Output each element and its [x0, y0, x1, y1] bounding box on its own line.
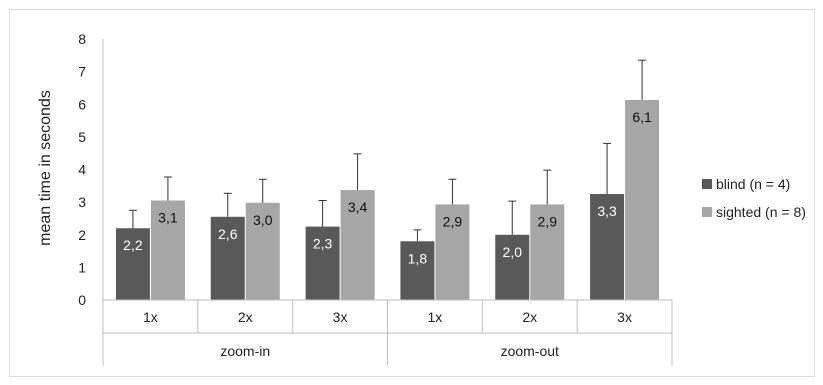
data-label: 3,4 — [348, 199, 368, 215]
bar — [115, 228, 150, 300]
x-category-label: 3x — [617, 309, 632, 325]
x-axis-categories: 1x 2x 3x 1x 2x 3x zoom-in zoom-out — [143, 309, 632, 359]
data-label: 2,0 — [503, 244, 523, 260]
bar — [530, 204, 565, 300]
y-tick-label: 1 — [78, 259, 86, 275]
data-label: 1,8 — [408, 250, 428, 266]
bars — [115, 100, 660, 300]
bar — [305, 226, 340, 300]
y-tick-label: 8 — [78, 31, 86, 47]
legend-swatch — [702, 179, 712, 189]
error-bars — [128, 59, 647, 242]
y-tick-label: 3 — [78, 194, 86, 210]
chart-frame — [9, 9, 815, 377]
x-category-label: 2x — [238, 309, 253, 325]
y-tick-label: 0 — [78, 292, 86, 308]
y-tick-label: 2 — [78, 227, 86, 243]
legend-swatch — [702, 207, 712, 217]
x-category-label: 1x — [143, 309, 158, 325]
y-tick-label: 6 — [78, 96, 86, 112]
x-category-label: 1x — [428, 309, 443, 325]
axes — [102, 39, 673, 366]
y-tick-label: 7 — [78, 64, 86, 80]
data-label: 2,2 — [123, 237, 143, 253]
bar — [245, 202, 280, 300]
x-group-label: zoom-in — [220, 343, 270, 359]
y-tick-label: 4 — [78, 162, 86, 178]
legend: blind (n = 4) sighted (n = 8) — [702, 176, 806, 220]
data-label: 2,9 — [538, 213, 558, 229]
bar — [400, 241, 435, 300]
y-axis-label: mean time in seconds — [37, 90, 54, 246]
bar — [435, 204, 470, 300]
data-label: 2,3 — [313, 236, 333, 252]
x-category-label: 3x — [333, 309, 348, 325]
data-labels: 2,2 2,6 2,3 1,8 2,0 3,3 3,1 3,0 3,4 2,9 2,9 6,1 — [123, 109, 652, 266]
bar — [210, 216, 245, 300]
bar — [625, 100, 660, 300]
y-tick-label: 5 — [78, 129, 86, 145]
x-category-label: 2x — [522, 309, 537, 325]
data-label: 3,1 — [158, 209, 178, 225]
legend-label: blind (n = 4) — [716, 176, 790, 192]
data-label: 3,3 — [597, 203, 617, 219]
bar — [590, 193, 625, 300]
data-label: 2,9 — [443, 213, 463, 229]
bar — [495, 234, 530, 300]
legend-label: sighted (n = 8) — [716, 204, 806, 220]
data-label: 2,6 — [218, 226, 238, 242]
bar — [150, 200, 185, 300]
y-axis-ticks: 0 1 2 3 4 5 6 7 8 — [78, 31, 86, 308]
data-label: 3,0 — [253, 212, 273, 228]
data-label: 6,1 — [632, 109, 652, 125]
bar — [340, 190, 375, 300]
x-group-label: zoom-out — [501, 343, 559, 359]
